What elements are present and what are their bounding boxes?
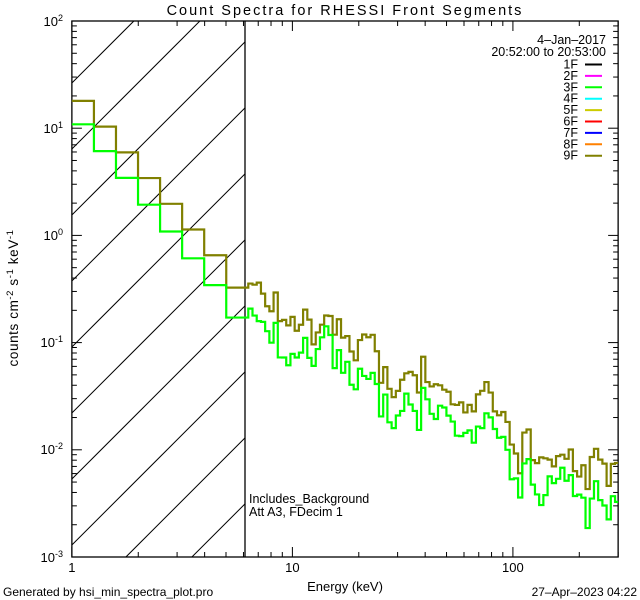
- svg-text:Energy (keV): Energy (keV): [307, 579, 383, 594]
- svg-text:Count Spectra for RHESSI Front: Count Spectra for RHESSI Front Segments: [167, 3, 524, 19]
- svg-text:Includes_Background: Includes_Background: [249, 492, 369, 506]
- svg-text:10: 10: [285, 560, 299, 575]
- svg-text:Generated by hsi_min_spectra_p: Generated by hsi_min_spectra_plot.pro: [3, 585, 213, 599]
- svg-text:20:52:00 to 20:53:00: 20:52:00 to 20:53:00: [491, 45, 606, 59]
- svg-text:Att A3, FDecim 1: Att A3, FDecim 1: [249, 505, 343, 519]
- svg-text:9F: 9F: [563, 149, 578, 163]
- svg-text:1: 1: [68, 560, 75, 575]
- svg-text:27–Apr–2023 04:22: 27–Apr–2023 04:22: [532, 585, 638, 599]
- svg-text:100: 100: [502, 560, 524, 575]
